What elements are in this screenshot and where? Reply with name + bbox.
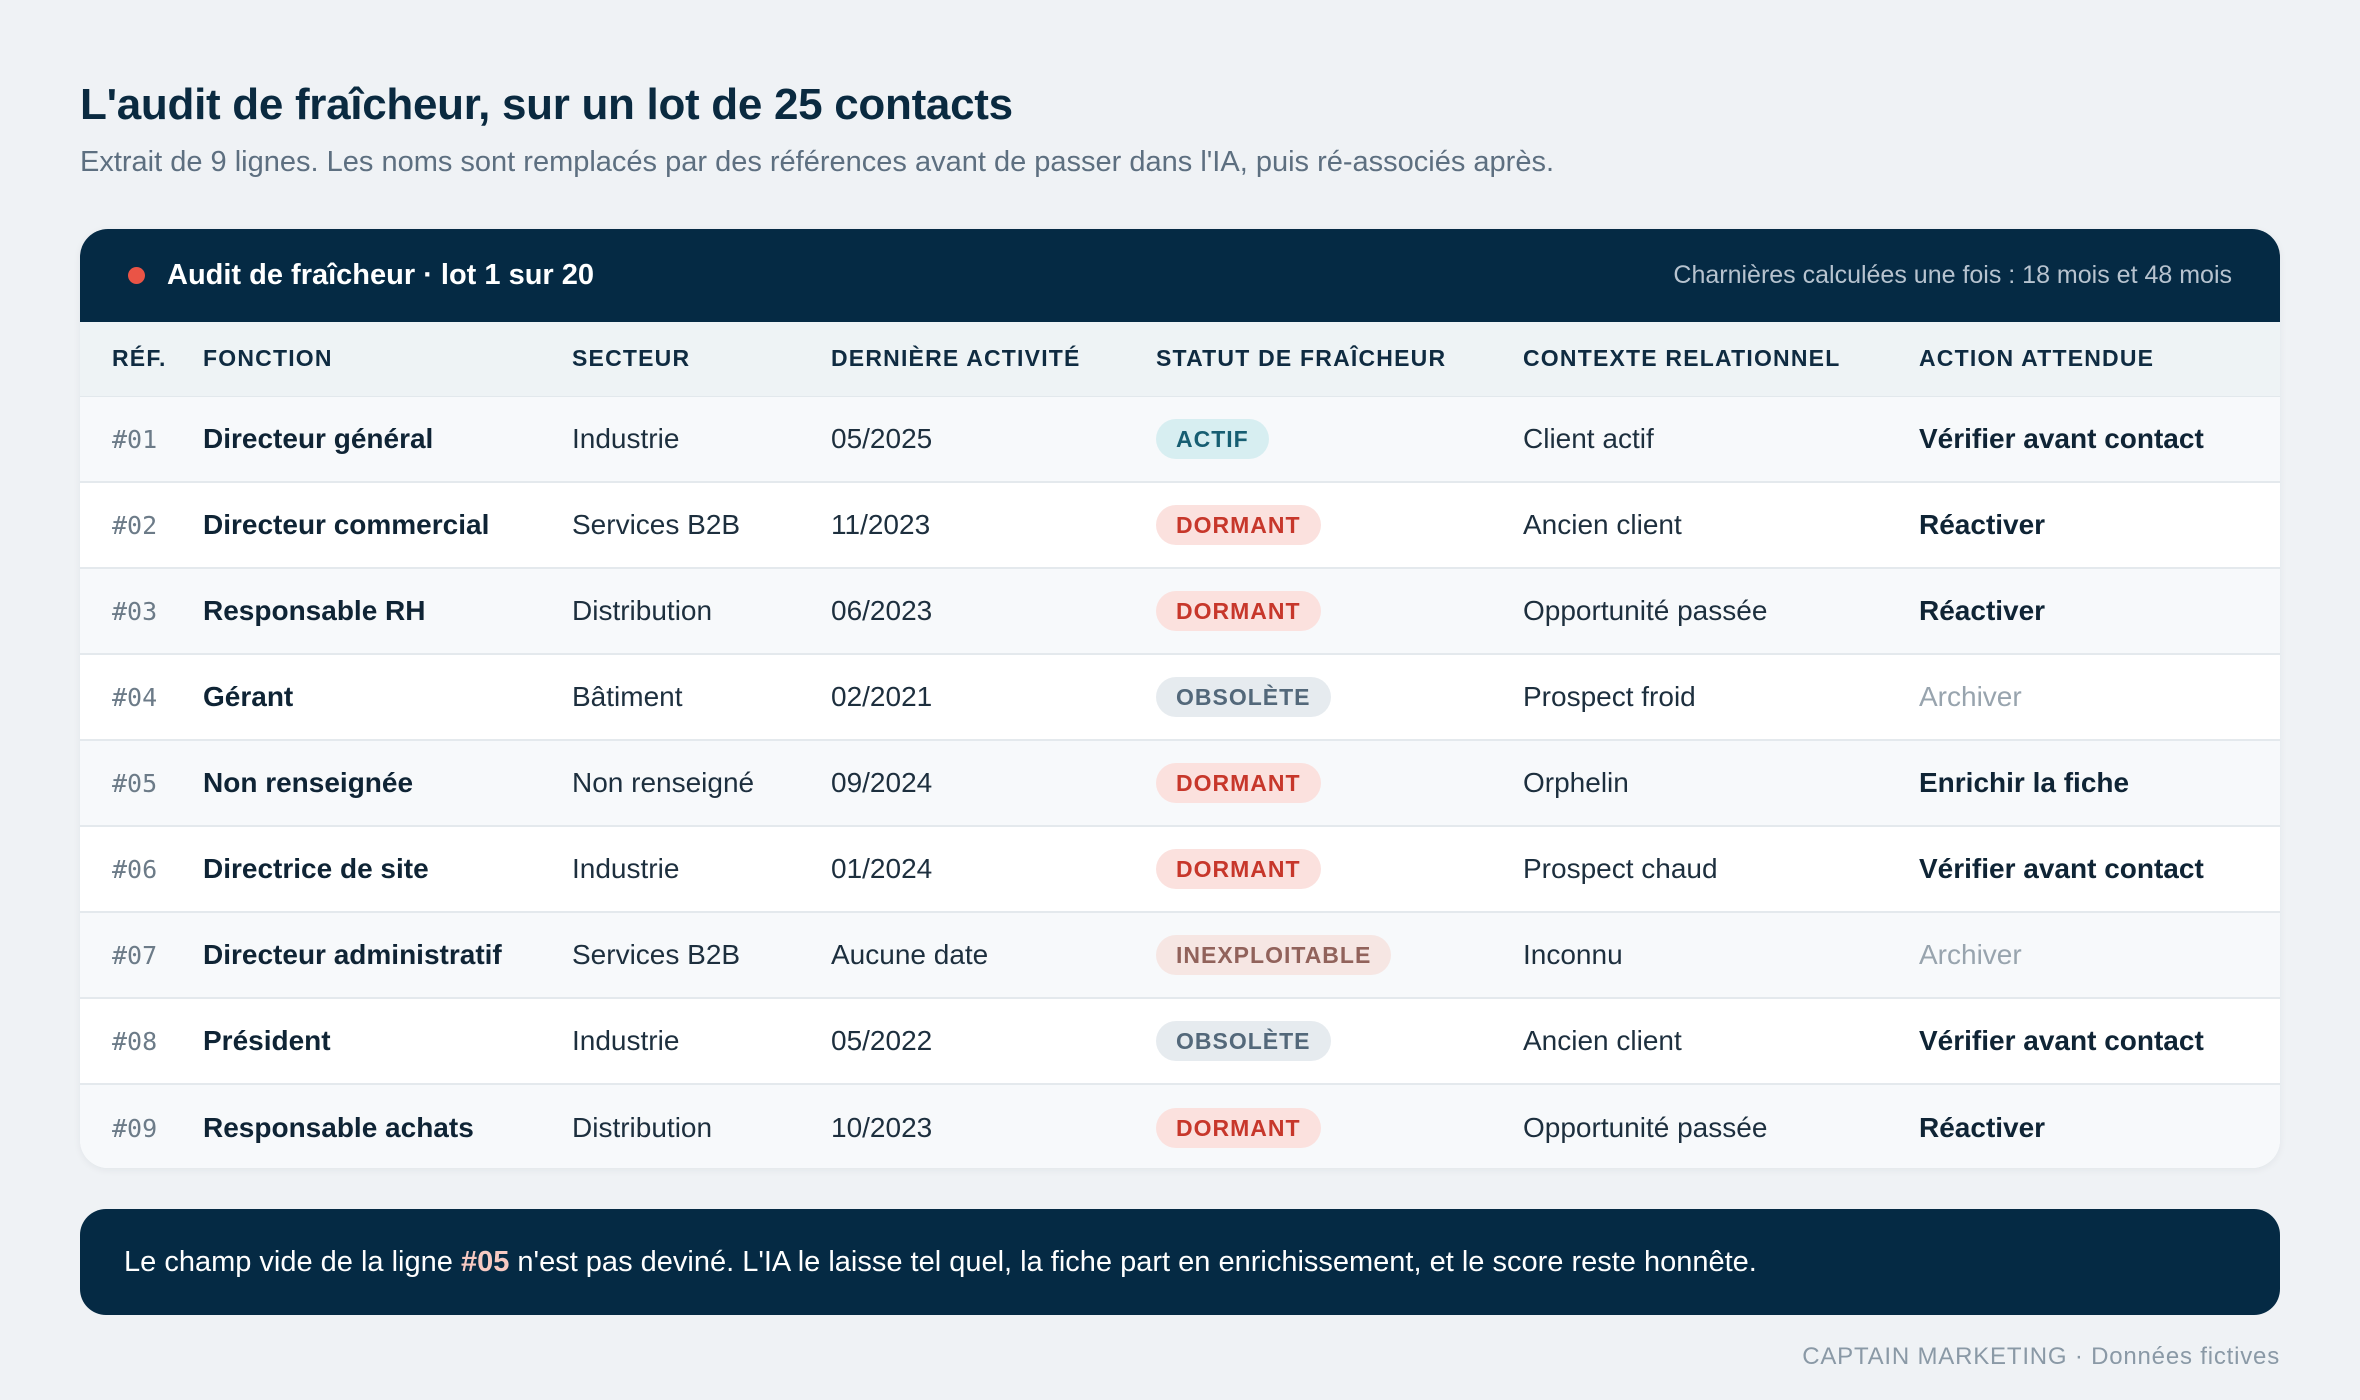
column-header-ref[interactable]: RÉF. [80, 322, 203, 397]
row-activite: 11/2023 [831, 509, 931, 540]
row-contexte: Prospect froid [1523, 681, 1696, 712]
table-row[interactable]: #05 Non renseignée Non renseigné 09/2024… [80, 740, 2280, 827]
table-row[interactable]: #03 Responsable RH Distribution 06/2023 … [80, 568, 2280, 655]
column-header-action[interactable]: ACTION ATTENDUE [1919, 322, 2280, 397]
page-title: L'audit de fraîcheur, sur un lot de 25 c… [80, 80, 1013, 129]
status-badge: OBSOLÈTE [1156, 677, 1331, 717]
row-activite: 01/2024 [831, 853, 933, 884]
row-fonction: Directeur administratif [203, 939, 502, 970]
row-fonction: Président [203, 1025, 331, 1056]
column-header-secteur[interactable]: SECTEUR [572, 322, 831, 397]
card-note: Charnières calculées une fois : 18 mois … [1673, 261, 2232, 289]
info-banner: Le champ vide de la ligne #05 n'est pas … [80, 1209, 2280, 1315]
banner-highlight: #05 [460, 1245, 510, 1278]
status-badge: DORMANT [1156, 505, 1321, 545]
row-activite: 05/2022 [831, 1025, 933, 1056]
row-ref: #09 [112, 1113, 158, 1143]
status-badge: DORMANT [1156, 849, 1321, 889]
row-contexte: Opportunité passée [1523, 595, 1768, 626]
row-fonction: Non renseignée [203, 767, 414, 798]
column-header-derniere-activite[interactable]: DERNIÈRE ACTIVITÉ [831, 322, 1156, 397]
table-row[interactable]: #04 Gérant Bâtiment 02/2021 OBSOLÈTE Pro… [80, 654, 2280, 741]
status-badge: ACTIF [1156, 418, 1269, 459]
row-activite: 10/2023 [831, 1111, 933, 1143]
card-title: Audit de fraîcheur · lot 1 sur 20 [167, 259, 595, 291]
row-ref: #06 [112, 855, 158, 884]
footer-credit: CAPTAIN MARKETING · Données fictives [1802, 1343, 2280, 1370]
row-contexte: Inconnu [1523, 939, 1623, 970]
row-activite: 02/2021 [831, 681, 933, 712]
row-action: Archiver [1919, 939, 2022, 970]
status-badge: OBSOLÈTE [1156, 1021, 1331, 1061]
row-contexte: Orphelin [1523, 767, 1629, 798]
table-header-row: RÉF. FONCTION SECTEUR DERNIÈRE ACTIVITÉ … [80, 322, 2280, 397]
row-fonction: Directrice de site [203, 853, 429, 884]
row-fonction: Responsable achats [203, 1111, 474, 1143]
row-action: Archiver [1919, 681, 2022, 712]
status-badge: DORMANT [1156, 1107, 1321, 1148]
column-header-fonction[interactable]: FONCTION [203, 322, 572, 397]
row-action: Réactiver [1919, 1111, 2046, 1143]
row-action: Vérifier avant contact [1919, 1025, 2204, 1056]
row-contexte: Prospect chaud [1523, 853, 1718, 884]
row-fonction: Directeur commercial [203, 509, 490, 540]
row-activite: Aucune date [831, 939, 989, 970]
table-row[interactable]: #07 Directeur administratif Services B2B… [80, 912, 2280, 999]
row-fonction: Gérant [203, 681, 294, 712]
row-ref: #08 [112, 1027, 158, 1056]
row-secteur: Industrie [572, 422, 680, 454]
card-header: Audit de fraîcheur · lot 1 sur 20 Charni… [80, 229, 2280, 322]
row-action: Enrichir la fiche [1919, 767, 2130, 798]
status-badge: INEXPLOITABLE [1156, 935, 1392, 975]
row-action: Réactiver [1919, 509, 2046, 540]
row-activite: 06/2023 [831, 595, 933, 626]
row-fonction: Responsable RH [203, 595, 426, 626]
row-secteur: Bâtiment [572, 681, 683, 712]
status-dot-icon [128, 267, 145, 284]
row-activite: 09/2024 [831, 767, 933, 798]
column-header-statut[interactable]: STATUT DE FRAÎCHEUR [1156, 322, 1523, 397]
table-row[interactable]: #09 Responsable achats Distribution 10/2… [80, 1084, 2280, 1168]
banner-text-before: Le champ vide de la ligne [124, 1245, 461, 1278]
row-ref: #03 [112, 597, 158, 626]
row-contexte: Ancien client [1523, 1025, 1682, 1056]
row-secteur: Services B2B [572, 939, 741, 970]
row-activite: 05/2025 [831, 422, 933, 454]
banner-text-after: n'est pas deviné. L'IA le laisse tel que… [509, 1245, 1757, 1278]
row-secteur: Services B2B [572, 509, 741, 540]
row-action: Vérifier avant contact [1919, 853, 2204, 884]
row-secteur: Non renseigné [572, 767, 755, 798]
table-row[interactable]: #01 Directeur général Industrie 05/2025 … [80, 396, 2280, 483]
table-row[interactable]: #08 Président Industrie 05/2022 OBSOLÈTE… [80, 998, 2280, 1085]
row-secteur: Industrie [572, 1025, 680, 1056]
column-header-contexte[interactable]: CONTEXTE RELATIONNEL [1523, 322, 1919, 397]
row-secteur: Industrie [572, 853, 680, 884]
audit-table: RÉF. FONCTION SECTEUR DERNIÈRE ACTIVITÉ … [80, 322, 2280, 1168]
row-secteur: Distribution [572, 595, 713, 626]
row-ref: #01 [112, 424, 158, 454]
row-ref: #07 [112, 941, 158, 970]
row-contexte: Ancien client [1523, 509, 1682, 540]
row-fonction: Directeur général [203, 422, 434, 454]
row-ref: #04 [112, 683, 158, 712]
status-badge: DORMANT [1156, 763, 1321, 803]
row-ref: #05 [112, 769, 158, 798]
row-contexte: Client actif [1523, 422, 1654, 454]
row-ref: #02 [112, 511, 158, 540]
table-row[interactable]: #06 Directrice de site Industrie 01/2024… [80, 826, 2280, 913]
audit-card: Audit de fraîcheur · lot 1 sur 20 Charni… [80, 229, 2280, 1168]
row-action: Réactiver [1919, 595, 2046, 626]
row-secteur: Distribution [572, 1111, 713, 1143]
page-subtitle: Extrait de 9 lignes. Les noms sont rempl… [80, 146, 1555, 178]
row-contexte: Opportunité passée [1523, 1111, 1768, 1143]
table-row[interactable]: #02 Directeur commercial Services B2B 11… [80, 482, 2280, 569]
status-badge: DORMANT [1156, 591, 1321, 631]
row-action: Vérifier avant contact [1919, 422, 2204, 454]
